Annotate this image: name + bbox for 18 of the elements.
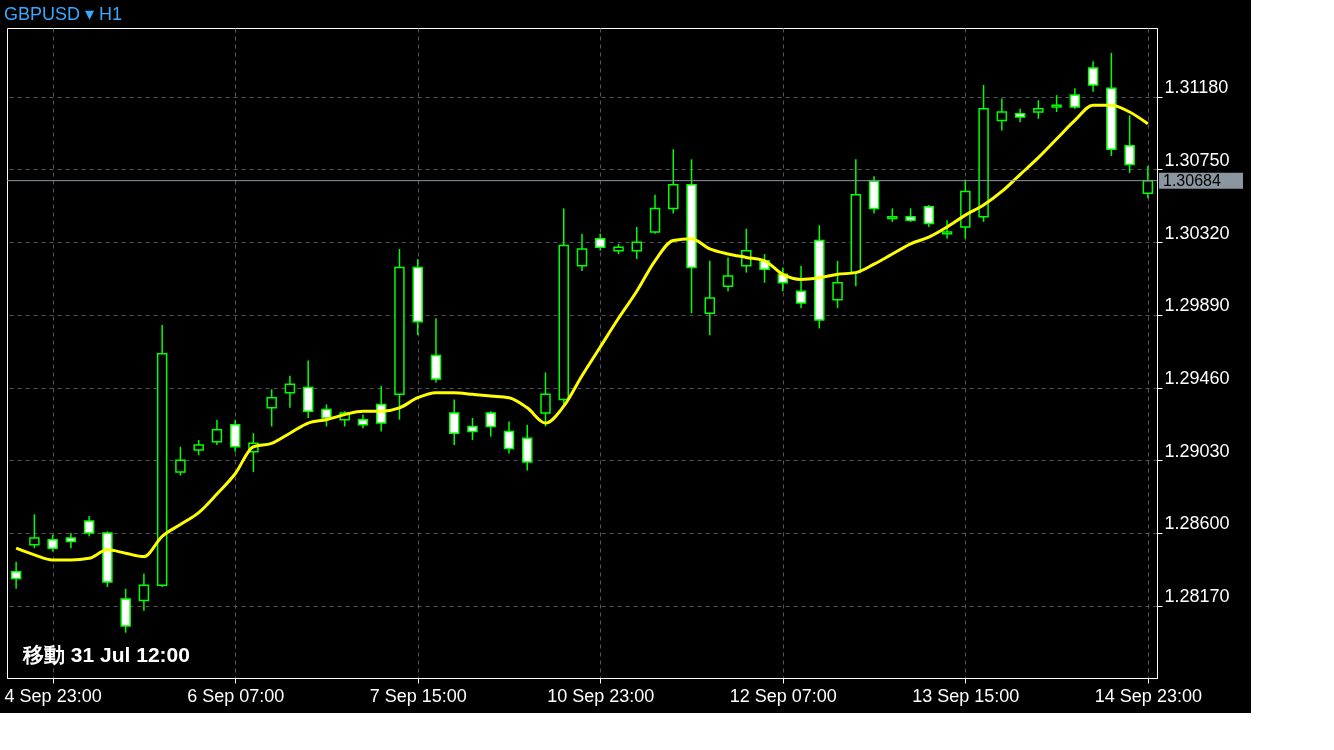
- x-tick-label: 12 Sep 07:00: [729, 685, 837, 706]
- x-tick-label: 14 Sep 23:00: [1094, 685, 1202, 706]
- y-tick-label: 1.30320: [1164, 222, 1230, 243]
- x-tick-label: 7 Sep 15:00: [369, 685, 467, 706]
- y-tick-label: 1.29030: [1164, 440, 1230, 461]
- y-tick-label: 1.29460: [1164, 368, 1230, 389]
- y-tick-label: 1.28170: [1164, 586, 1230, 607]
- x-tick-label: 13 Sep 15:00: [912, 685, 1020, 706]
- y-tick-label: 1.31180: [1164, 77, 1229, 98]
- y-tick-label: 1.28600: [1164, 513, 1230, 534]
- x-tick-label: 4 Sep 23:00: [4, 685, 102, 706]
- y-tick-label: 1.29890: [1164, 295, 1230, 316]
- chart-title: GBPUSD ▾ H1: [4, 4, 123, 24]
- y-tick-label: 1.30750: [1164, 150, 1230, 170]
- annotation: 移動 31 Jul 12:00: [22, 643, 190, 666]
- x-tick-label: 10 Sep 23:00: [547, 685, 655, 706]
- x-tick-label: 6 Sep 07:00: [187, 685, 285, 706]
- ref-line-label: 1.30684: [1163, 171, 1221, 189]
